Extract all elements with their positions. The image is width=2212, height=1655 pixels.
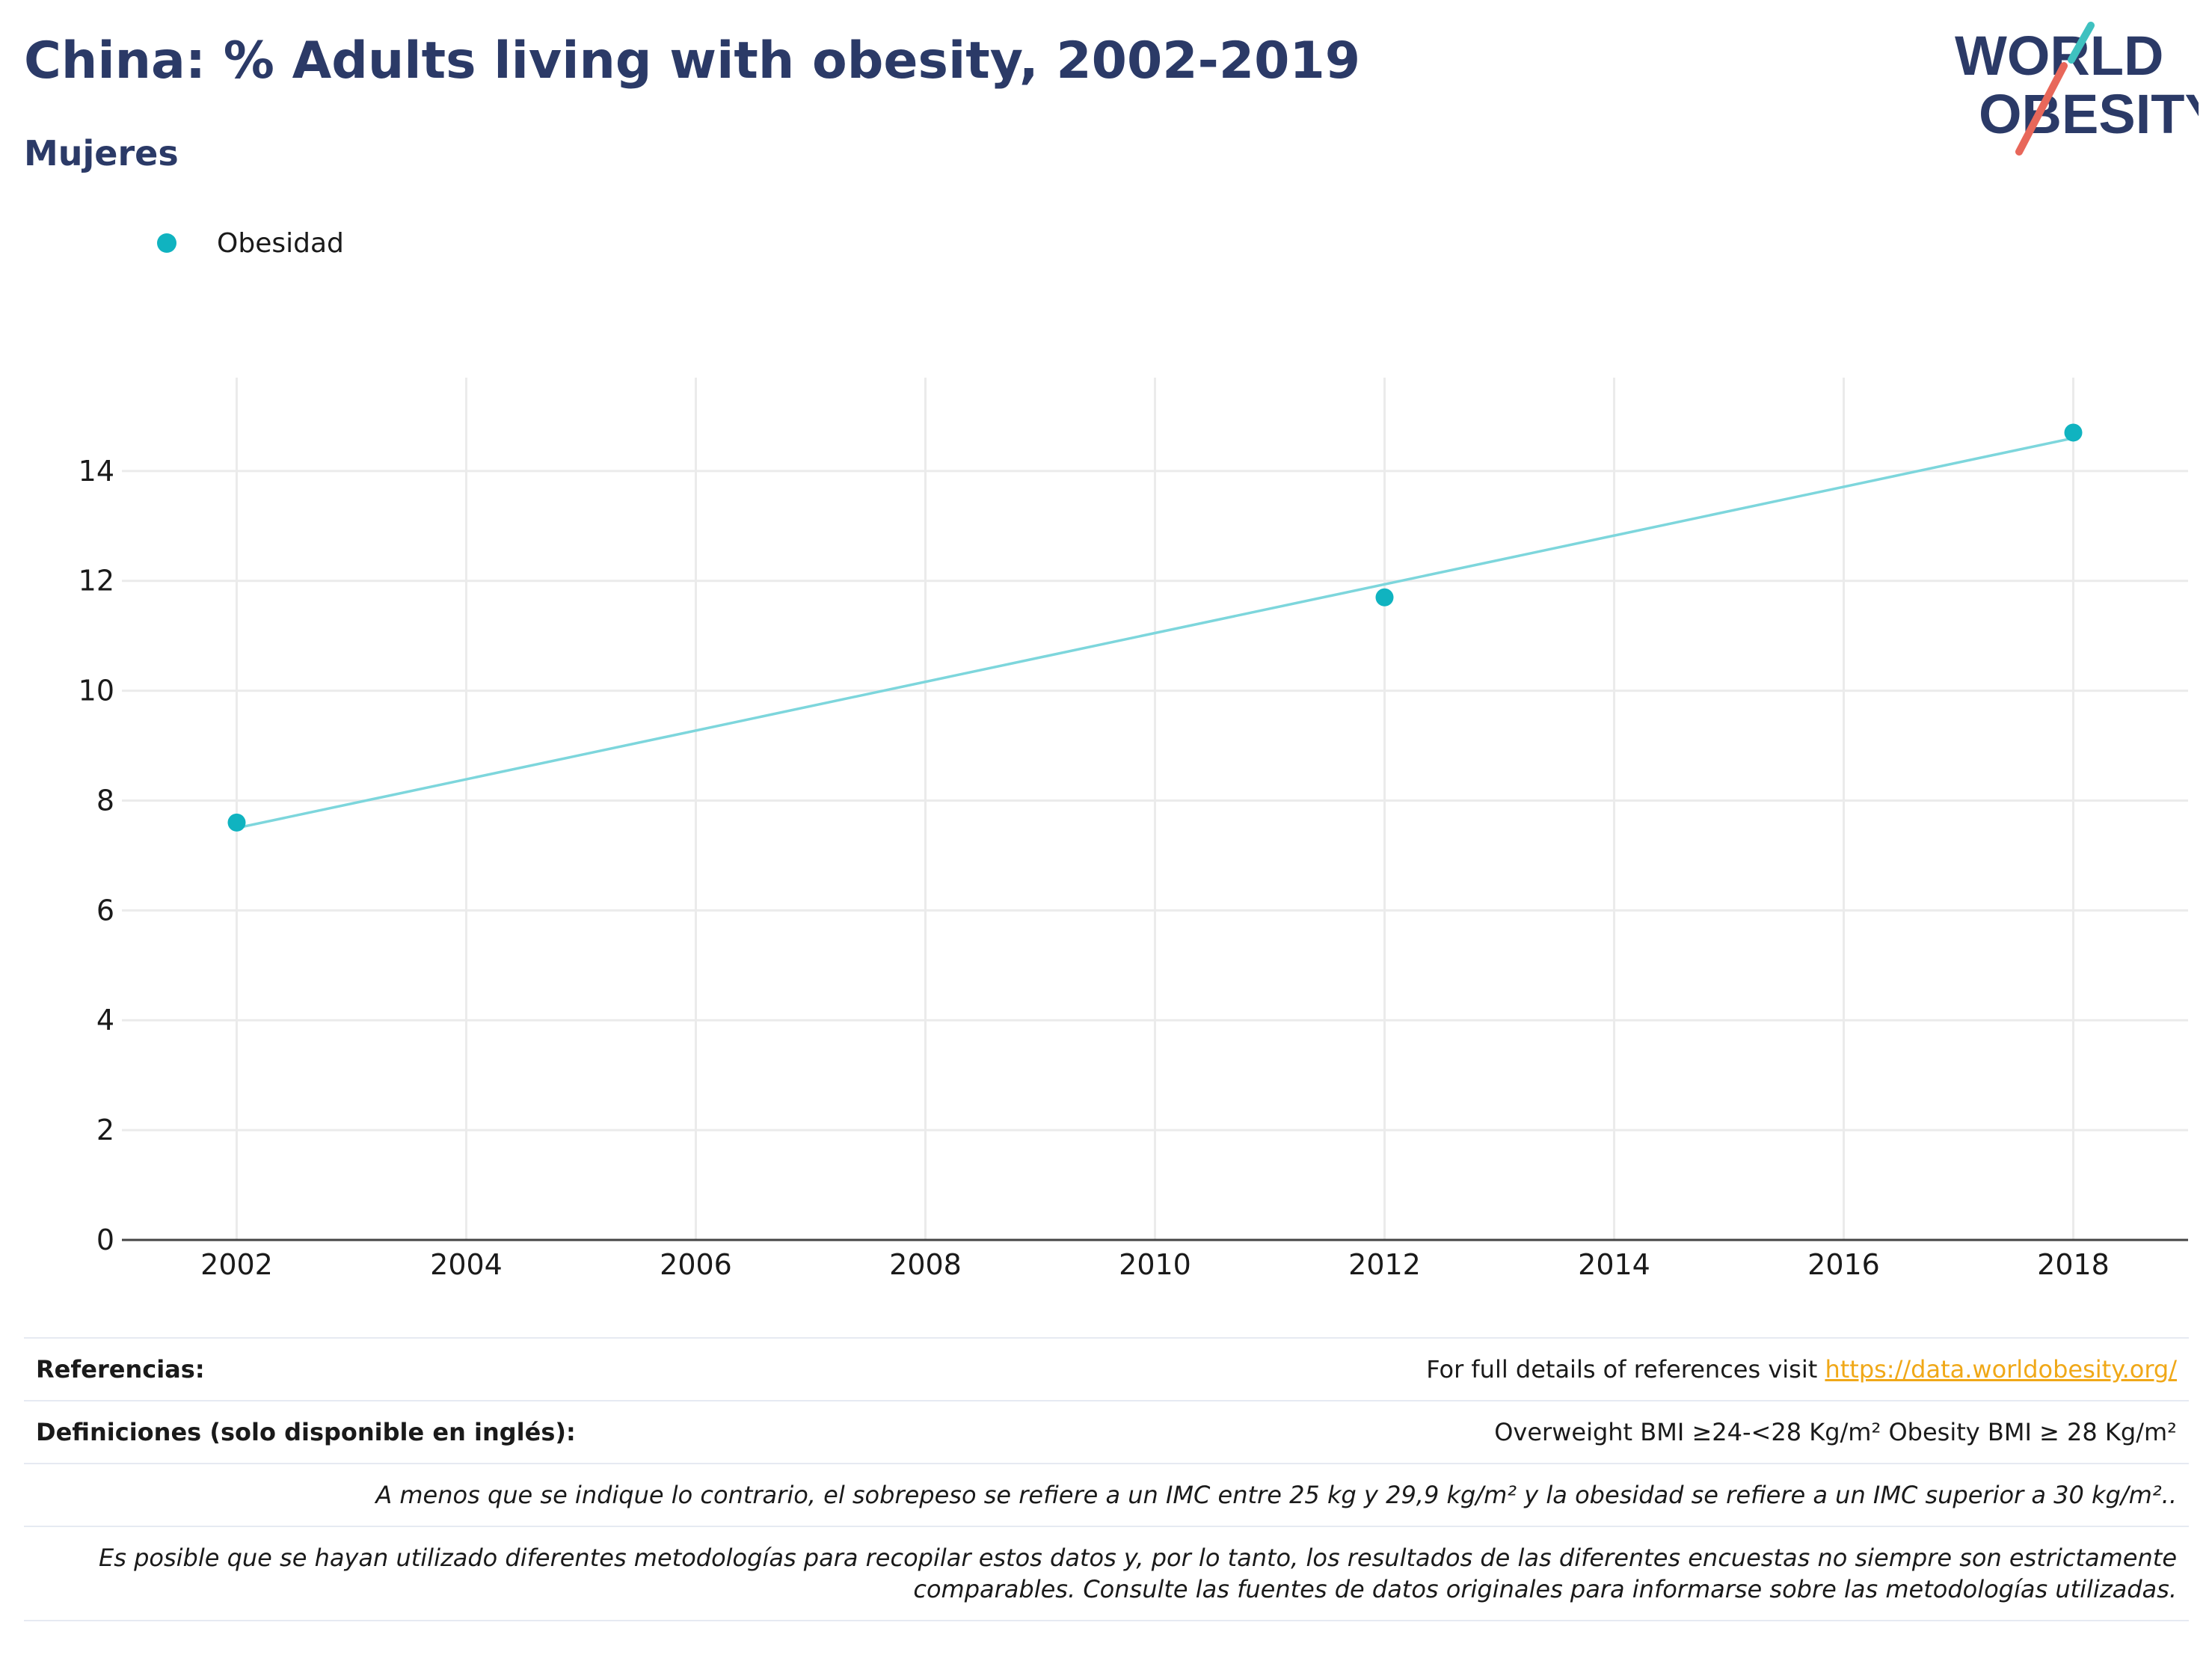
- x-tick-label: 2016: [1807, 1248, 1880, 1281]
- note-row-1: A menos que se indique lo contrario, el …: [24, 1463, 2189, 1526]
- note-row-2: Es posible que se hayan utilizado difere…: [24, 1526, 2189, 1621]
- data-point[interactable]: [1375, 588, 1394, 607]
- y-tick-label: 4: [96, 1004, 114, 1037]
- x-tick-labels: 2002 2004 2006 2008 2010 2012 2014 2016 2018: [200, 1248, 2110, 1281]
- data-point[interactable]: [227, 813, 246, 832]
- chart-title: China: % Adults living with obesity, 200…: [24, 31, 1361, 90]
- grid: [122, 378, 2188, 1240]
- references-row: Referencias: For full details of referen…: [24, 1337, 2189, 1400]
- note-overweight-definition: A menos que se indique lo contrario, el …: [375, 1481, 2177, 1509]
- x-tick-label: 2012: [1348, 1248, 1421, 1281]
- x-tick-label: 2006: [660, 1248, 732, 1281]
- note-methodology-line1: Es posible que se hayan utilizado difere…: [99, 1544, 2177, 1572]
- logo-text-obesity: OBESITY: [1979, 83, 2199, 145]
- x-tick-label: 2004: [430, 1248, 503, 1281]
- data-point[interactable]: [2064, 423, 2083, 442]
- references-prefix: For full details of references visit: [1426, 1355, 1825, 1384]
- y-tick-label: 2: [96, 1114, 114, 1146]
- data-points: [227, 423, 2083, 832]
- footer: Referencias: For full details of referen…: [24, 1337, 2189, 1621]
- note-methodology: Es posible que se hayan utilizado difere…: [99, 1542, 2177, 1605]
- y-tick-label: 14: [79, 455, 114, 488]
- y-tick-label: 0: [96, 1223, 114, 1256]
- logo-red-slash: [2015, 62, 2068, 156]
- chart-subtitle: Mujeres: [24, 133, 179, 174]
- y-tick-labels: 0 2 4 6 8 10 12 14: [79, 455, 114, 1256]
- legend-label: Obesidad: [217, 227, 344, 259]
- x-tick-label: 2010: [1119, 1248, 1191, 1281]
- references-link[interactable]: https://data.worldobesity.org/: [1825, 1355, 2177, 1384]
- x-tick-label: 2008: [889, 1248, 962, 1281]
- definitions-row: Definiciones (solo disponible en inglés)…: [24, 1400, 2189, 1463]
- logo-teal-slash: [2068, 22, 2095, 64]
- world-obesity-logo: WORLD OBESITY: [1955, 22, 2199, 156]
- definitions-text: Overweight BMI ≥24-<28 Kg/m² Obesity BMI…: [1494, 1418, 2177, 1446]
- trendline-group: [236, 437, 2074, 829]
- x-tick-label: 2002: [200, 1248, 273, 1281]
- y-tick-label: 12: [79, 565, 114, 598]
- definitions-label: Definiciones (solo disponible en inglés)…: [36, 1418, 576, 1446]
- references-text: For full details of references visit htt…: [1426, 1355, 2177, 1384]
- legend: Obesidad: [157, 224, 344, 262]
- y-tick-label: 6: [96, 894, 114, 927]
- x-tick-label: 2014: [1578, 1248, 1650, 1281]
- legend-marker: [157, 233, 176, 253]
- x-tick-label: 2018: [2037, 1248, 2110, 1281]
- y-tick-label: 10: [79, 675, 114, 707]
- trendline: [236, 437, 2074, 829]
- references-label: Referencias:: [36, 1355, 205, 1384]
- note-methodology-line2: comparables. Consulte las fuentes de dat…: [913, 1575, 2177, 1603]
- y-tick-label: 8: [96, 784, 114, 817]
